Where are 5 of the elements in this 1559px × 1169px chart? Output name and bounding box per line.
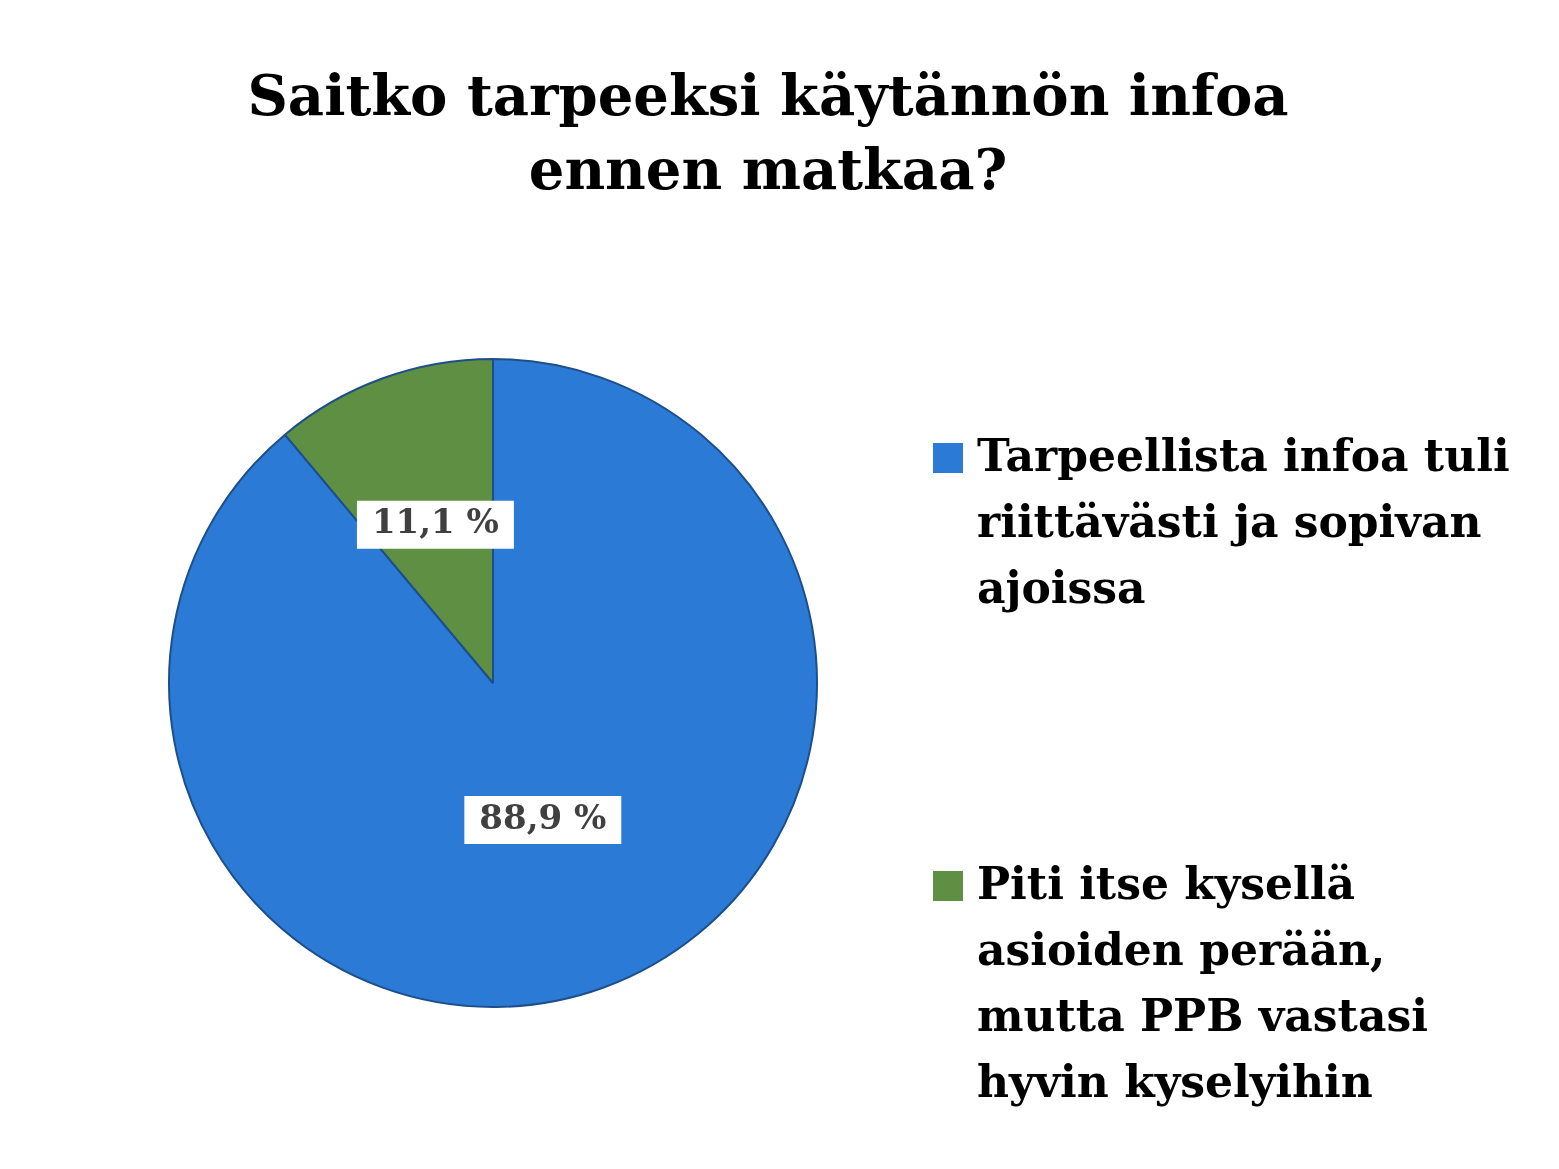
data-label: 11,1 % xyxy=(371,501,499,542)
chart-title: Saitko tarpeeksi käytännön infoa ennen matkaa? xyxy=(246,61,1290,204)
data-label: 88,9 % xyxy=(479,796,607,837)
legend-label: Piti itse kysellä asioiden perään, mutta PPB vastasi hyvin kyselyihin xyxy=(977,857,1429,1109)
legend-label: Tarpeellista infoa tuli riittävästi ja sopivan ajoissa xyxy=(977,429,1511,615)
